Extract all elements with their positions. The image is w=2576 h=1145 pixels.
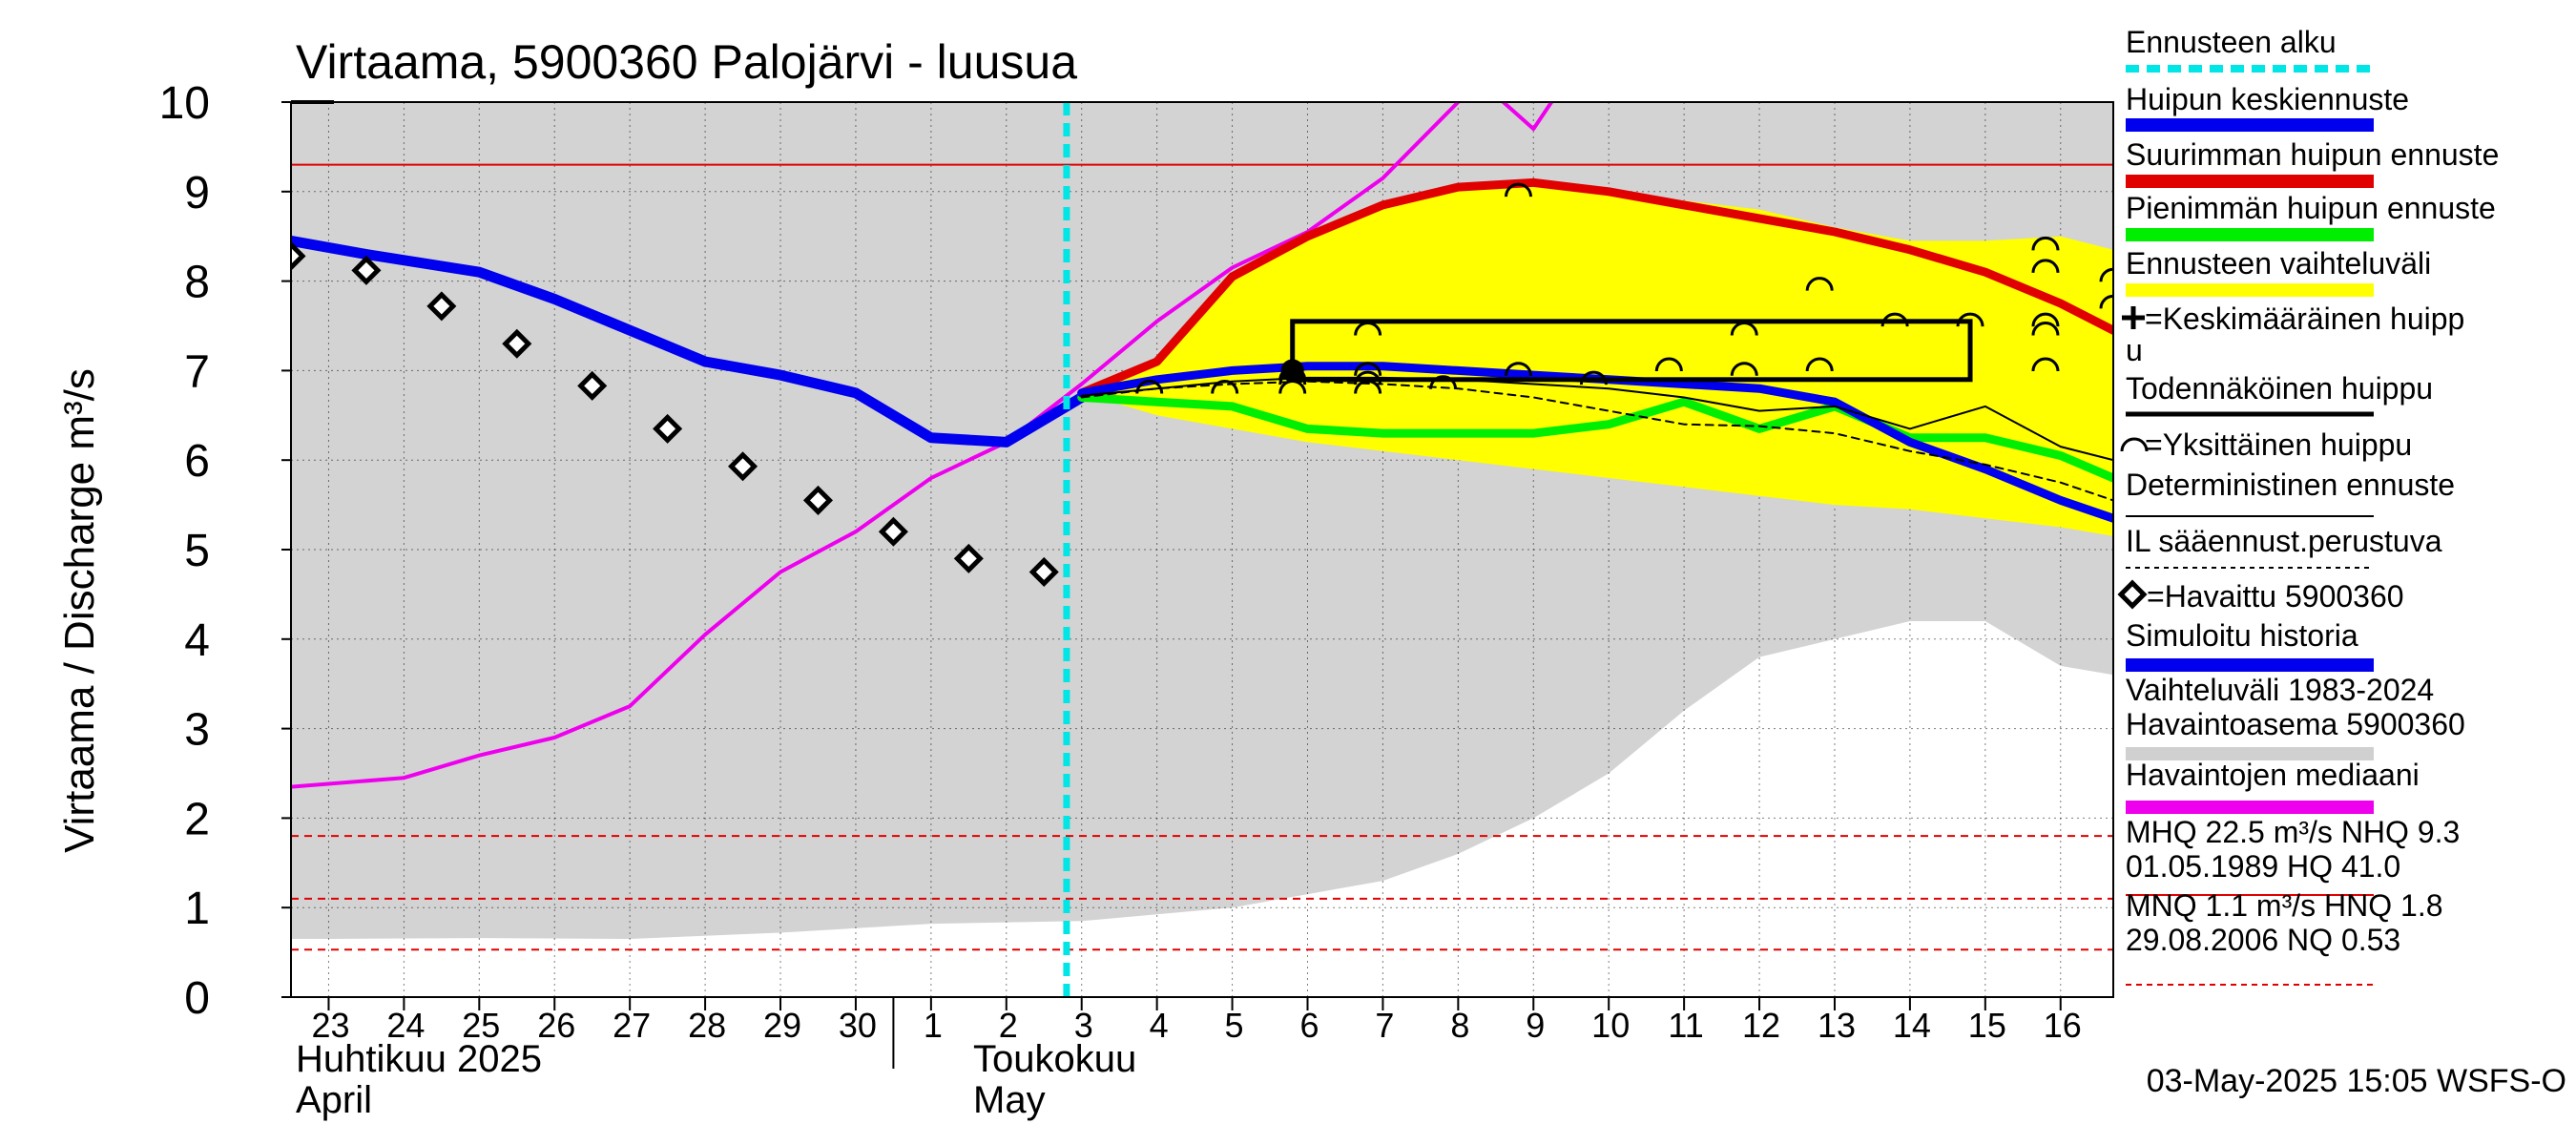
legend-label: Vaihteluväli 1983-2024 [2126, 673, 2434, 707]
x-tick-label: 28 [688, 1006, 726, 1045]
mean-peak-marker [1281, 359, 1304, 382]
legend-label: MHQ 22.5 m³/s NHQ 9.3 [2126, 815, 2460, 849]
legend-label: IL sääennust.perustuva [2126, 524, 2442, 558]
legend-label: =Havaittu 5900360 [2147, 579, 2404, 614]
y-tick-label: 1 [184, 884, 210, 934]
y-tick-label: 7 [184, 346, 210, 397]
x-tick-label: 16 [2044, 1006, 2082, 1045]
legend-swatch [2126, 283, 2374, 297]
legend-symbol-plus [2122, 306, 2145, 329]
month-label-april-fi: Huhtikuu 2025 [296, 1038, 542, 1080]
month-label-may-en: May [973, 1079, 1046, 1121]
legend-label: Huipun keskiennuste [2126, 82, 2409, 116]
legend-label: Deterministinen ennuste [2126, 468, 2455, 502]
x-tick-label: 10 [1591, 1006, 1630, 1045]
footer-timestamp: 03-May-2025 15:05 WSFS-O [2147, 1063, 2566, 1099]
legend-label: 29.08.2006 NQ 0.53 [2126, 923, 2400, 957]
y-tick-label: 10 [159, 78, 210, 129]
x-tick-label: 30 [839, 1006, 877, 1045]
x-tick-label: 29 [763, 1006, 801, 1045]
legend-label: Havaintoasema 5900360 [2126, 707, 2465, 741]
x-tick-label: 1 [924, 1006, 943, 1045]
x-tick-label: 8 [1450, 1006, 1469, 1045]
y-tick-label: 9 [184, 168, 210, 219]
x-tick-label: 13 [1818, 1006, 1856, 1045]
legend-label: Ennusteen alku [2126, 25, 2337, 59]
x-tick-label: 7 [1375, 1006, 1394, 1045]
discharge-chart: Virtaama, 5900360 Palojärvi - luusua Vir… [0, 0, 2576, 1145]
x-tick-label: 4 [1150, 1006, 1169, 1045]
history-range-band [291, 102, 2113, 939]
x-tick-label: 12 [1742, 1006, 1780, 1045]
x-tick-label: 15 [1968, 1006, 2006, 1045]
x-tick-label: 9 [1526, 1006, 1545, 1045]
month-label-april-en: April [296, 1079, 372, 1121]
y-tick-label: 5 [184, 526, 210, 576]
legend-label: Simuloitu historia [2126, 618, 2358, 653]
y-axis-label: Virtaama / Discharge m³/s [56, 368, 103, 853]
legend-symbol-diamond [2121, 583, 2144, 606]
y-tick-label: 6 [184, 436, 210, 487]
x-tick-label: 11 [1668, 1006, 1703, 1045]
x-tick-label: 5 [1225, 1006, 1244, 1045]
x-tick-label: 26 [537, 1006, 575, 1045]
y-tick-label: 8 [184, 258, 210, 308]
legend-label: 01.05.1989 HQ 41.0 [2126, 849, 2400, 884]
legend-label: =Yksittäinen huippu [2145, 427, 2412, 462]
legend-label: Suurimman huipun ennuste [2126, 137, 2499, 172]
legend-label: Todennäköinen huippu [2126, 371, 2433, 406]
x-tick-label: 6 [1299, 1006, 1319, 1045]
plot-area [280, 75, 2126, 997]
legend-label: MNQ 1.1 m³/s HNQ 1.8 [2126, 888, 2443, 923]
legend-swatch [2126, 175, 2374, 188]
plot-content [280, 75, 2126, 997]
y-tick-label: 4 [184, 615, 210, 666]
legend: Ennusteen alku Huipun keskiennuste Suurimm… [2121, 25, 2499, 985]
chart-title: Virtaama, 5900360 Palojärvi - luusua [296, 35, 1077, 89]
y-tick-label: 0 [184, 973, 210, 1024]
legend-swatch [2126, 118, 2374, 132]
legend-swatch [2126, 801, 2374, 814]
legend-swatch [2126, 658, 2374, 672]
legend-swatch [2126, 228, 2374, 241]
month-label-may-fi: Toukokuu [973, 1038, 1136, 1080]
x-tick-label: 14 [1893, 1006, 1931, 1045]
legend-label: Ennusteen vaihteluväli [2126, 246, 2431, 281]
legend-label: Havaintojen mediaani [2126, 758, 2420, 792]
x-tick-label: 27 [613, 1006, 651, 1045]
legend-label: =Keskimääräinen huipp [2145, 302, 2464, 336]
legend-label: Pienimmän huipun ennuste [2126, 191, 2496, 225]
y-tick-label: 3 [184, 705, 210, 756]
legend-label: u [2126, 333, 2143, 367]
y-tick-label: 2 [184, 794, 210, 844]
legend-symbol-arc [2122, 439, 2147, 451]
